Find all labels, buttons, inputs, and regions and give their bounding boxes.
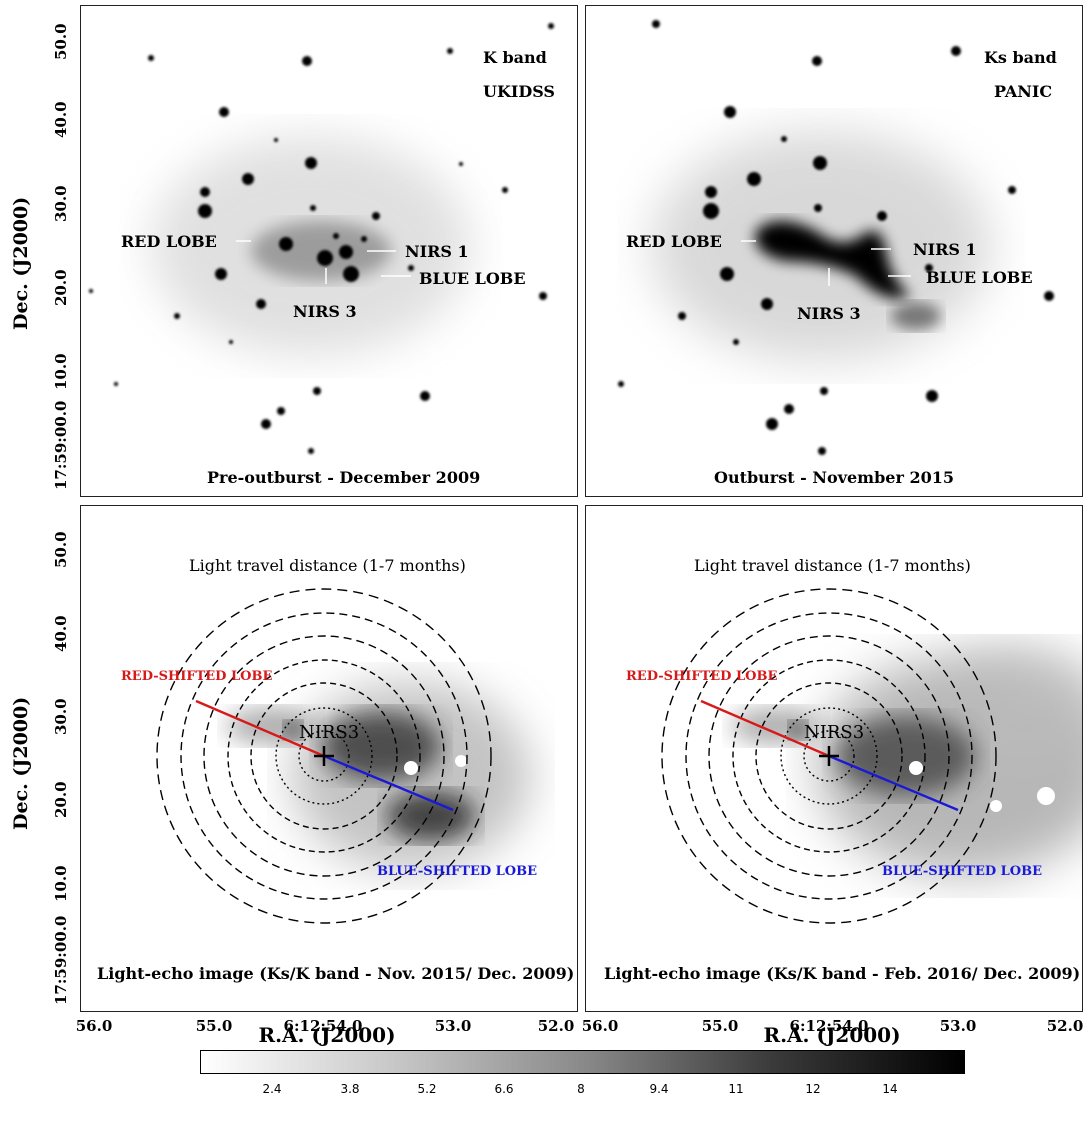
x-tick: 56.0 [581,1017,619,1035]
red-shifted-lobe-label: RED-SHIFTED LOBE [626,669,778,684]
colorbar-tick: 8 [577,1082,585,1096]
y-tick: 30.0 [52,185,70,222]
y-tick: 20.0 [52,269,70,306]
panel-caption: Outburst - November 2015 [714,468,954,487]
colorbar-tick: 14 [882,1082,898,1096]
light-travel-title: Light travel distance (1-7 months) [694,556,971,575]
nirs1-label: NIRS 1 [405,242,469,261]
light-travel-title: Light travel distance (1-7 months) [189,556,466,575]
nirs3-label: NIRS 3 [293,302,357,321]
light-echo-2016-image [661,588,1082,924]
x-tick: 52.0 [1046,1017,1084,1035]
colorbar-tick: 11 [728,1082,744,1096]
colorbar-tick: 9.4 [649,1082,669,1096]
y-tick: 50.0 [52,531,70,568]
blue-shifted-lobe-label: BLUE-SHIFTED LOBE [882,864,1043,879]
y-tick: 17:59:00.0 [52,915,70,1005]
y-tick: 10.0 [52,353,70,390]
x-tick: 53.0 [939,1017,977,1035]
panel-caption: Pre-outburst - December 2009 [207,468,481,487]
y-tick: 30.0 [52,698,70,735]
panel-light-echo-2015: Light travel distance (1-7 months) RED-S… [80,505,578,1012]
blue-lobe-label: BLUE LOBE [419,269,526,288]
source-label: NIRS3 [804,722,865,743]
x-tick: 53.0 [434,1017,472,1035]
nirs3-label: NIRS 3 [797,304,861,323]
x-tick: 55.0 [701,1017,739,1035]
nirs1-label: NIRS 1 [913,240,977,259]
colorbar-tick: 6.6 [494,1082,514,1096]
survey-label: UKIDSS [483,82,555,101]
x-axis-title-left: R.A. (J2000) [258,1023,396,1047]
colorbar-tick: 5.2 [417,1082,437,1096]
blue-lobe-label: BLUE LOBE [926,268,1033,287]
x-tick: 52.0 [537,1017,575,1035]
band-label: K band [483,48,547,67]
x-tick: 56.0 [75,1017,113,1035]
source-label: NIRS3 [299,722,360,743]
red-shifted-lobe-label: RED-SHIFTED LOBE [121,669,273,684]
y-tick: 50.0 [52,23,70,60]
x-axis-title-right: R.A. (J2000) [763,1023,901,1047]
colorbar-tick: 12 [805,1082,821,1096]
blue-shifted-lobe-label: BLUE-SHIFTED LOBE [377,864,538,879]
y-axis-title-bottom: Dec. (J2000) [10,696,32,830]
panel-outburst: Ks band PANIC RED LOBE NIRS 1 BLUE LOBE … [585,5,1083,497]
y-tick: 20.0 [52,781,70,818]
y-axis-title-top: Dec. (J2000) [10,196,32,330]
panel-caption: Light-echo image (Ks/K band - Nov. 2015/… [97,964,575,983]
red-lobe-label: RED LOBE [626,232,722,251]
light-echo-2015-image [156,588,531,924]
colorbar-tick: 3.8 [340,1082,360,1096]
x-tick: 6:12:54.0 [283,1017,363,1035]
outburst-image [618,20,1054,455]
colorbar-tick: 2.4 [262,1082,282,1096]
y-tick: 10.0 [52,865,70,902]
panel-pre-outburst: K band UKIDSS RED LOBE NIRS 1 BLUE LOBE … [80,5,578,497]
x-tick: 6:12:54.0 [789,1017,869,1035]
colorbar [200,1050,965,1074]
red-lobe-label: RED LOBE [121,232,217,251]
panel-caption: Light-echo image (Ks/K band - Feb. 2016/… [604,964,1081,983]
panel-light-echo-2016: Light travel distance (1-7 months) RED-S… [585,505,1083,1012]
band-label: Ks band [984,48,1057,67]
y-tick: 17:59:00.0 [52,400,70,490]
pre-outburst-image [89,23,554,454]
x-tick: 55.0 [195,1017,233,1035]
y-tick: 40.0 [52,101,70,138]
survey-label: PANIC [994,82,1053,101]
y-tick: 40.0 [52,615,70,652]
